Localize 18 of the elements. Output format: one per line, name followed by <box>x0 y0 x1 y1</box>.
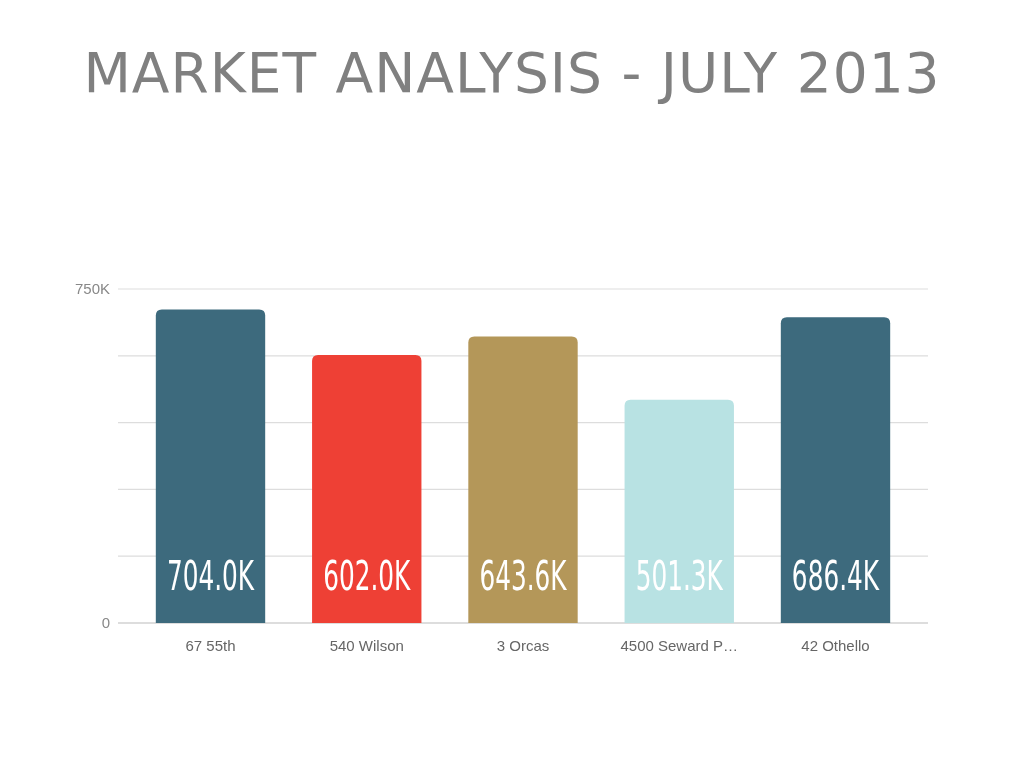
chart-title: MARKET ANALYSIS - JULY 2013 <box>83 41 941 105</box>
data-label: 704.0K <box>166 552 255 600</box>
data-label: 501.3K <box>635 552 724 600</box>
x-tick-label: 540 Wilson <box>329 637 404 654</box>
bar <box>312 354 422 623</box>
y-tick-label: 0 <box>101 614 110 631</box>
data-label: 643.6K <box>479 552 568 600</box>
x-tick-label: 3 Orcas <box>496 637 550 654</box>
bar <box>468 336 578 623</box>
x-tick-label: 67 55th <box>185 637 236 654</box>
data-label: 602.0K <box>323 552 412 600</box>
x-tick-label: 4500 Seward P… <box>620 637 739 654</box>
bar <box>624 399 734 623</box>
bar <box>780 317 891 623</box>
x-tick-label: 42 Othello <box>801 637 870 654</box>
data-label: 686.4K <box>791 552 880 600</box>
bar <box>155 309 266 623</box>
y-tick-label: 750K <box>74 280 110 297</box>
